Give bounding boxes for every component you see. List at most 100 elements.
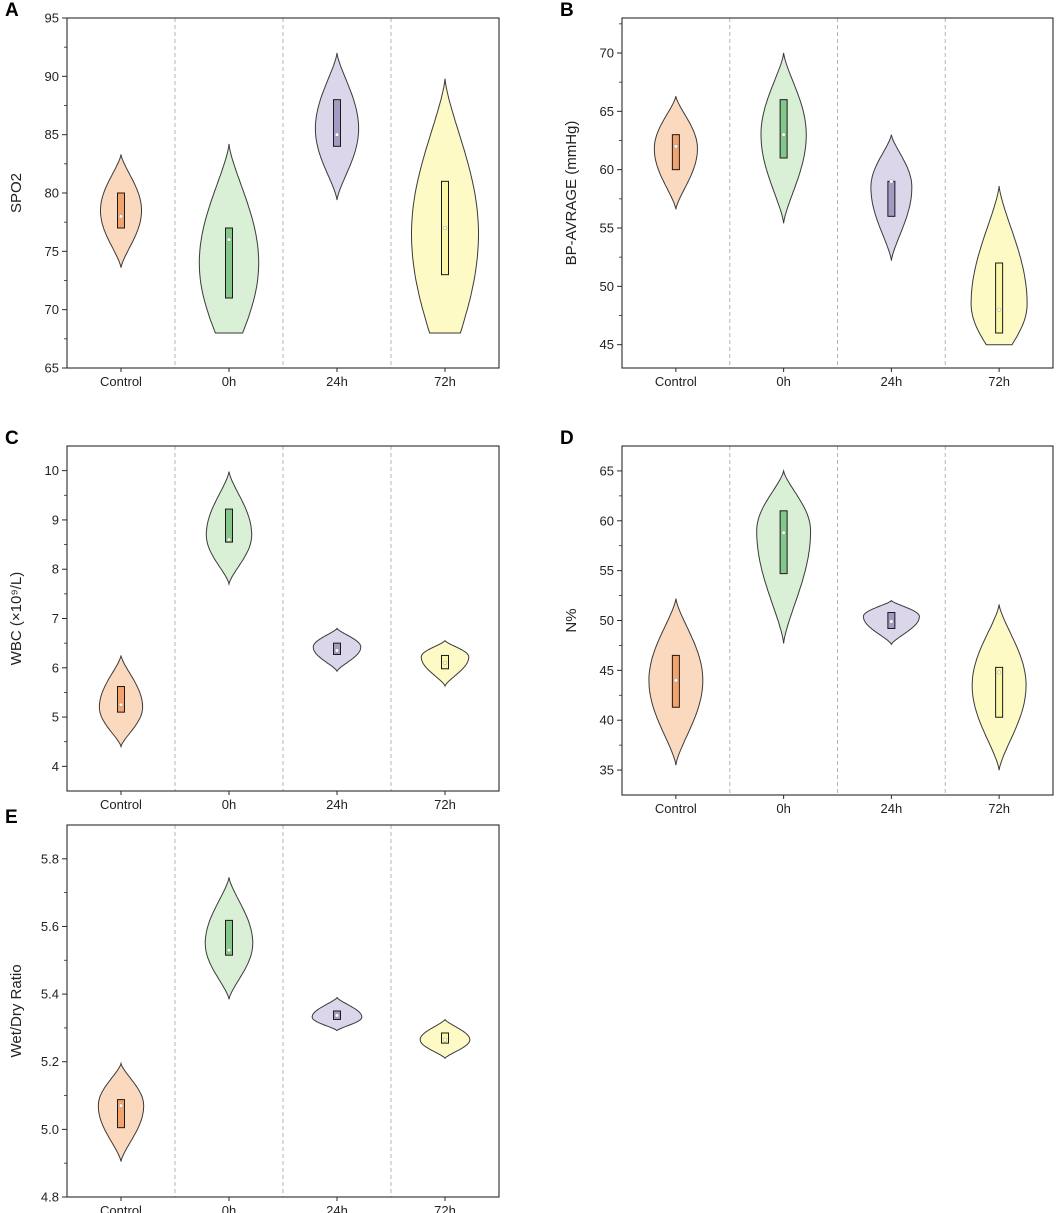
violin-e-24h[interactable] xyxy=(311,996,363,1032)
y-axis-label: N% xyxy=(563,608,580,632)
median-dot xyxy=(335,648,340,653)
y-tick-label: 45 xyxy=(600,337,614,352)
violin-c-0h[interactable] xyxy=(205,471,253,586)
x-tick-label: 24h xyxy=(326,1203,348,1213)
y-tick-label: 5.0 xyxy=(41,1122,59,1137)
median-dot xyxy=(781,132,786,137)
x-tick-label: 24h xyxy=(881,374,903,389)
x-tick-label: Control xyxy=(655,374,697,389)
panel-label-a: A xyxy=(5,0,19,21)
x-tick-label: 24h xyxy=(326,374,348,389)
violin-e-control[interactable] xyxy=(97,1061,145,1162)
y-tick-label: 5.4 xyxy=(41,987,59,1002)
violin-b-24h[interactable] xyxy=(870,134,913,261)
median-dot xyxy=(781,530,786,535)
iqr-box[interactable] xyxy=(117,686,125,713)
median-dot xyxy=(118,702,123,707)
panel-e: E 4.8 5.0 5.2 5.4 5.6 5.8 Control 0h 24h 72h Wet/Dr… xyxy=(5,807,500,1213)
panel-label-e: E xyxy=(5,807,18,828)
violin-d-0h[interactable] xyxy=(756,469,812,644)
iqr-box[interactable] xyxy=(225,227,233,299)
median-dot xyxy=(226,948,231,953)
y-tick-label: 70 xyxy=(45,302,59,317)
panel-b: B 45 50 55 60 65 70 Control 0h 24h 72h BP-AVRAGE (m… xyxy=(560,0,1054,389)
panel-d: D 35 40 45 50 55 60 65 Control 0h 24h 72h N% xyxy=(560,428,1054,816)
iqr-box[interactable] xyxy=(995,262,1004,334)
y-tick-label: 85 xyxy=(45,127,59,142)
y-tick-label: 90 xyxy=(45,69,59,84)
y-tick-label: 65 xyxy=(45,361,59,376)
y-tick-label: 45 xyxy=(600,663,614,678)
violin-b-0h[interactable] xyxy=(760,52,807,224)
y-tick-label: 5.8 xyxy=(41,851,59,866)
violin-d-control[interactable] xyxy=(648,598,704,766)
y-tick-label: 95 xyxy=(45,11,59,26)
median-dot xyxy=(118,1103,123,1108)
plot-frame xyxy=(621,17,1054,369)
y-axis-label: BP-AVRAGE (mmHg) xyxy=(563,121,580,266)
iqr-box[interactable] xyxy=(333,99,341,147)
x-tick-label: 72h xyxy=(434,1203,456,1213)
panel-c: C 4 5 6 7 8 9 10 Control 0h 24h 72h WBC (×10⁹/L) xyxy=(5,428,500,812)
violin-a-72h[interactable] xyxy=(411,78,479,334)
y-tick-label: 60 xyxy=(600,513,614,528)
iqr-box[interactable] xyxy=(225,919,233,956)
median-dot xyxy=(997,670,1002,675)
violin-c-24h[interactable] xyxy=(312,627,362,673)
violin-c-72h[interactable] xyxy=(420,639,470,688)
panel-a: A 65 70 75 80 85 90 95 Control 0h 24h 72h SPO2 xyxy=(5,0,500,389)
y-tick-label: 80 xyxy=(45,186,59,201)
violin-a-0h[interactable] xyxy=(198,143,260,334)
y-tick-label: 5.6 xyxy=(41,919,59,934)
y-tick-label: 10 xyxy=(45,463,59,478)
y-tick-label: 4.8 xyxy=(41,1190,59,1205)
median-dot xyxy=(889,619,894,624)
violin-b-72h[interactable] xyxy=(970,185,1028,346)
iqr-box[interactable] xyxy=(225,508,233,543)
iqr-box[interactable] xyxy=(779,510,788,575)
violin-c-control[interactable] xyxy=(98,655,144,749)
y-tick-label: 35 xyxy=(600,763,614,778)
violin-a-24h[interactable] xyxy=(314,52,360,201)
x-tick-label: 0h xyxy=(776,801,790,816)
x-tick-label: Control xyxy=(100,797,142,812)
y-axis-label: SPO2 xyxy=(8,173,25,213)
y-tick-label: 6 xyxy=(52,660,59,675)
y-tick-label: 5 xyxy=(52,710,59,725)
x-tick-label: 0h xyxy=(222,797,236,812)
median-dot xyxy=(226,237,231,242)
y-tick-label: 75 xyxy=(45,244,59,259)
y-tick-label: 55 xyxy=(600,221,614,236)
x-tick-label: 0h xyxy=(222,1203,236,1213)
iqr-box[interactable] xyxy=(887,180,896,217)
violin-b-control[interactable] xyxy=(653,96,698,210)
violin-a-control[interactable] xyxy=(100,154,142,268)
y-tick-label: 4 xyxy=(52,759,59,774)
violin-d-24h[interactable] xyxy=(862,599,920,646)
y-tick-label: 65 xyxy=(600,104,614,119)
violin-e-0h[interactable] xyxy=(204,877,254,1000)
panel-label-b: B xyxy=(560,0,574,21)
y-axis-label: Wet/Dry Ratio xyxy=(8,964,25,1057)
violin-d-72h[interactable] xyxy=(971,604,1027,771)
iqr-box[interactable] xyxy=(779,99,788,159)
x-tick-label: 72h xyxy=(434,374,456,389)
panel-label-c: C xyxy=(5,428,19,449)
y-tick-label: 55 xyxy=(600,563,614,578)
y-tick-label: 5.2 xyxy=(41,1054,59,1069)
x-tick-label: Control xyxy=(100,374,142,389)
median-dot xyxy=(443,225,448,230)
y-tick-label: 70 xyxy=(600,46,614,61)
x-tick-label: 72h xyxy=(988,374,1010,389)
iqr-box[interactable] xyxy=(671,134,680,171)
violin-e-72h[interactable] xyxy=(419,1018,471,1060)
iqr-box[interactable] xyxy=(117,1099,125,1129)
y-tick-label: 50 xyxy=(600,613,614,628)
iqr-box[interactable] xyxy=(117,192,125,229)
y-tick-label: 65 xyxy=(600,463,614,478)
median-dot xyxy=(443,660,448,665)
y-axis-label: WBC (×10⁹/L) xyxy=(8,572,25,666)
iqr-box[interactable] xyxy=(995,666,1004,718)
y-tick-label: 60 xyxy=(600,162,614,177)
